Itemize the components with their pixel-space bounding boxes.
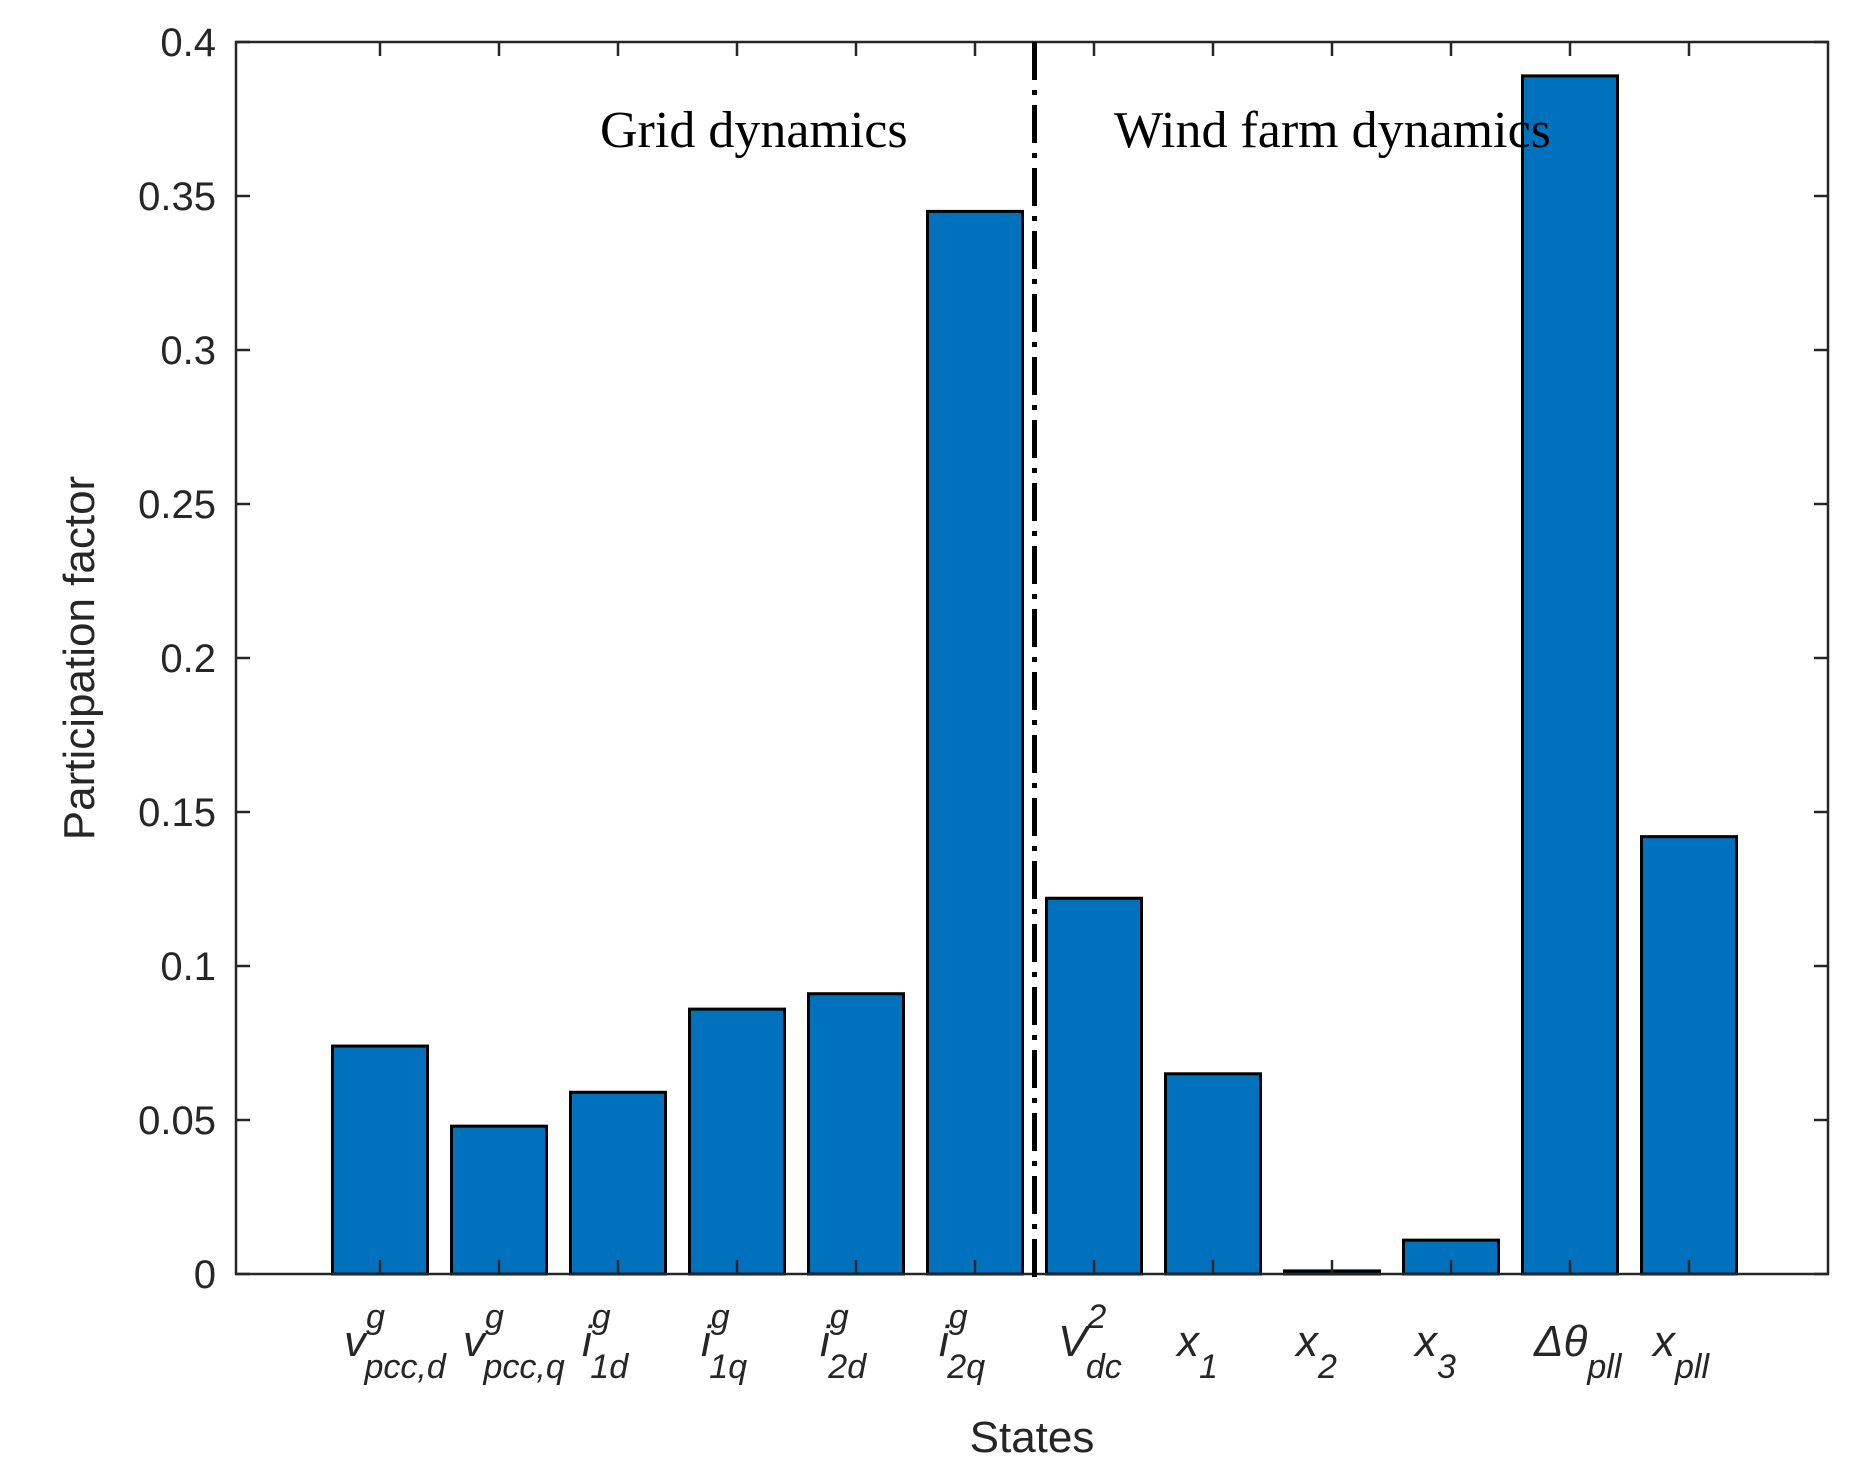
x-category-label-8: x2 xyxy=(1294,1317,1337,1386)
bar-3 xyxy=(688,1007,786,1276)
y-tick-label-3: 0.15 xyxy=(138,791,216,835)
x-category-label-0: vg pcc,d xyxy=(344,1298,447,1386)
bar-4 xyxy=(807,992,905,1276)
y-tick-label-5: 0.25 xyxy=(138,483,216,527)
bar-6 xyxy=(1045,896,1143,1276)
x-category-label-3: ig 1q xyxy=(701,1298,747,1386)
bar-7 xyxy=(1164,1072,1262,1276)
bar-5 xyxy=(926,209,1024,1276)
x-category-label-6: V2 dc xyxy=(1058,1298,1122,1386)
x-category-label-7: x1 xyxy=(1175,1317,1218,1386)
y-tick-label-2: 0.1 xyxy=(160,945,216,989)
bar-group xyxy=(331,74,1738,1276)
bar-0 xyxy=(331,1044,429,1276)
x-category-label-2: ig 1d xyxy=(582,1298,629,1386)
y-tick-label-0: 0 xyxy=(194,1253,216,1297)
bar-2 xyxy=(569,1090,667,1276)
x-category-label-11: xpll xyxy=(1651,1317,1710,1386)
y-tick-label-1: 0.05 xyxy=(138,1099,216,1143)
bar-1 xyxy=(450,1124,548,1276)
y-tick-label-4: 0.2 xyxy=(160,637,216,681)
y-axis-title: Participation factor xyxy=(55,476,104,840)
x-category-label-9: x3 xyxy=(1413,1317,1456,1386)
y-tick-label-8: 0.4 xyxy=(160,21,216,65)
annotation-wind-farm-dynamics: Wind farm dynamics xyxy=(1114,102,1551,159)
x-axis-title: States xyxy=(970,1413,1095,1459)
x-category-label-5: ig 2q xyxy=(939,1298,985,1386)
annotation-grid-dynamics: Grid dynamics xyxy=(600,102,908,159)
tick-group: 0 0.05 0.1 0.15 0.2 0.25 0.3 0.35 0.4 xyxy=(138,21,1828,1297)
x-category-label-1: vg pcc,q xyxy=(463,1298,565,1386)
y-tick-label-6: 0.3 xyxy=(160,329,216,373)
y-tick-label-7: 0.35 xyxy=(138,175,216,219)
category-label-group: vg pcc,dvg pcc,q ig 1d ig 1q ig 2d ig 2q V2 dc x1 x2 x3… xyxy=(344,1298,1710,1386)
bar-10 xyxy=(1521,74,1619,1276)
x-category-label-10: Δθpll xyxy=(1533,1317,1623,1386)
x-category-label-4: ig 2d xyxy=(820,1298,867,1386)
bar-11 xyxy=(1640,835,1738,1276)
